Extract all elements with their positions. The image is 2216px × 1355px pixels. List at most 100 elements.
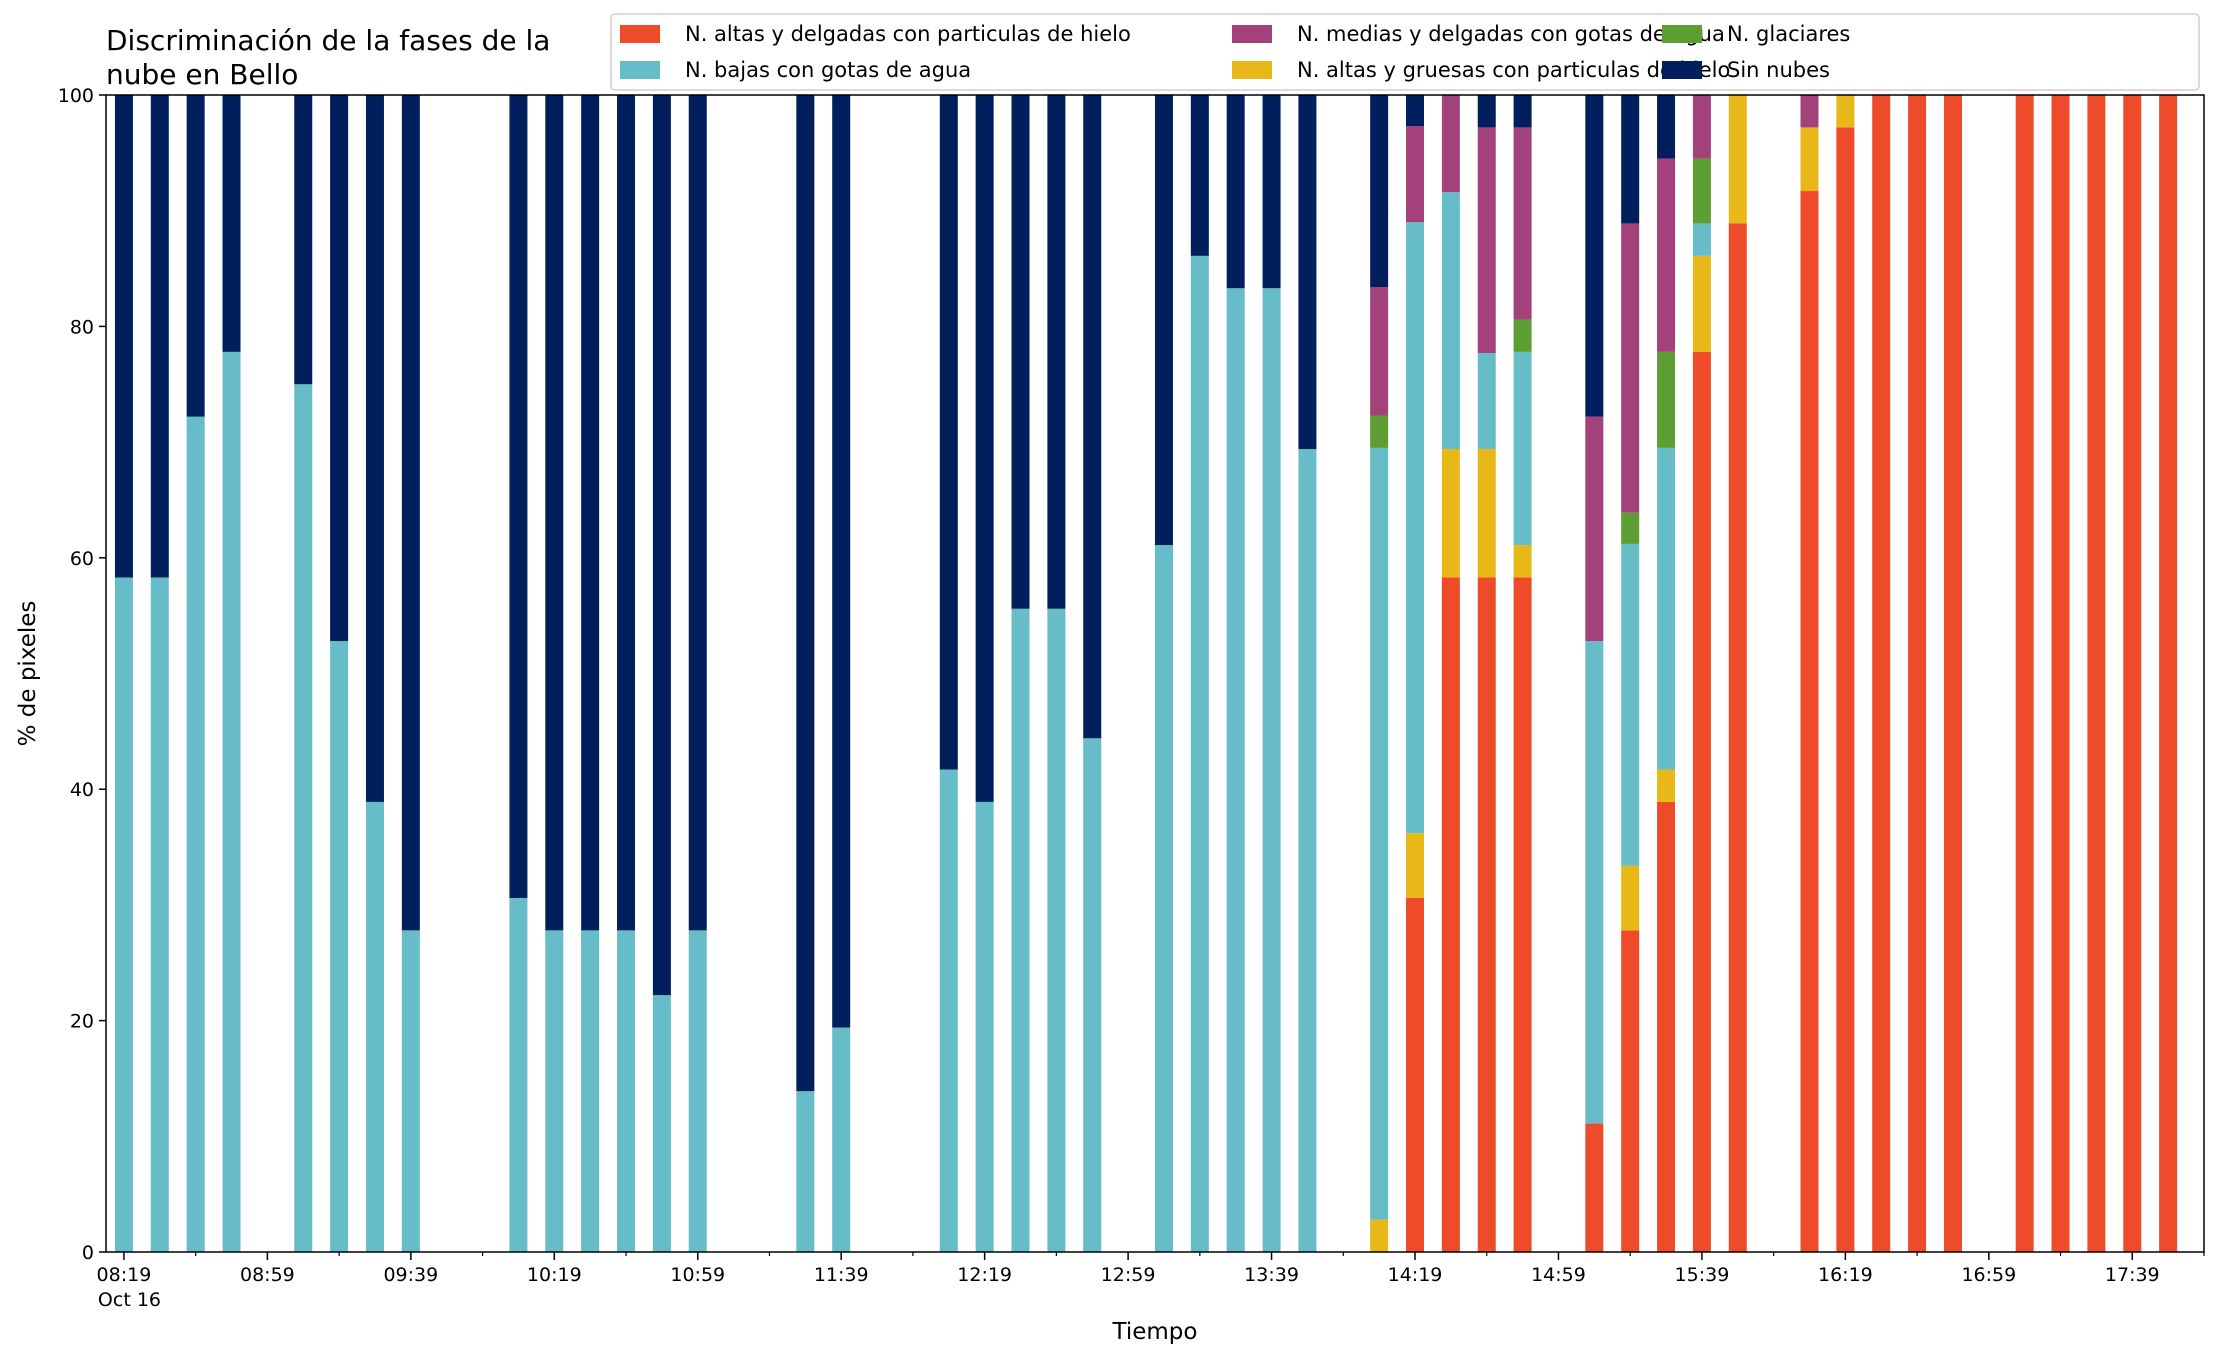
bar-segment-0939-s2 bbox=[401, 930, 420, 1252]
bar-segment-1419-s5 bbox=[1406, 95, 1425, 127]
bar-segment-1539-s1 bbox=[1692, 255, 1711, 352]
bar-segment-1609-s0 bbox=[1800, 191, 1819, 1252]
bar-segment-1209-s5 bbox=[939, 95, 958, 770]
bar-segment-1049-s5 bbox=[652, 95, 671, 996]
legend-label-3: N. glaciares bbox=[1727, 22, 1850, 46]
bar-segment-0849-s5 bbox=[222, 95, 241, 352]
bar-segment-1639-s0 bbox=[1908, 95, 1927, 1252]
x-tick-label: 11:39 bbox=[814, 1264, 869, 1286]
bar-segment-1709-s0 bbox=[2015, 95, 2034, 1252]
bar-segment-1509-s5 bbox=[1585, 95, 1604, 417]
bar-segment-1339-s2 bbox=[1262, 288, 1281, 1253]
bar-segment-0909-s2 bbox=[294, 384, 313, 1252]
bar-segment-1509-s2 bbox=[1585, 641, 1604, 1124]
chart-title-line-2: nube en Bello bbox=[106, 58, 298, 91]
x-tick-label: 09:39 bbox=[383, 1264, 438, 1286]
bar-segment-1139-s5 bbox=[832, 95, 851, 1028]
bar-segment-1049-s2 bbox=[652, 995, 671, 1252]
bar-segment-1619-s1 bbox=[1836, 95, 1855, 128]
bar-segment-1239-s5 bbox=[1047, 95, 1066, 609]
bar-segment-1439-s4 bbox=[1477, 127, 1496, 354]
bars-layer bbox=[114, 95, 2178, 1253]
bar-segment-1349-s2 bbox=[1298, 449, 1317, 1252]
bar-segment-1539-s3 bbox=[1692, 158, 1711, 224]
bar-segment-1019-s5 bbox=[545, 95, 564, 931]
bar-segment-1449-s2 bbox=[1513, 351, 1532, 546]
bar-segment-1129-s2 bbox=[796, 1091, 815, 1252]
bar-segment-1449-s3 bbox=[1513, 319, 1532, 352]
bar-segment-1249-s2 bbox=[1083, 738, 1102, 1252]
x-tick-sublabel: Oct 16 bbox=[98, 1289, 161, 1311]
bar-segment-1539-s4 bbox=[1692, 95, 1711, 159]
x-tick-label: 14:59 bbox=[1531, 1264, 1586, 1286]
bar-segment-1549-s0 bbox=[1728, 223, 1747, 1253]
bar-segment-1529-s2 bbox=[1657, 447, 1676, 770]
legend-swatch-3 bbox=[1662, 25, 1702, 43]
y-tick-label: 0 bbox=[82, 1242, 94, 1264]
bar-segment-1249-s5 bbox=[1083, 95, 1102, 739]
bar-segment-1519-s4 bbox=[1621, 223, 1640, 513]
bar-segment-1129-s5 bbox=[796, 95, 815, 1092]
bar-segment-1449-s0 bbox=[1513, 577, 1532, 1252]
x-tick-label: 16:19 bbox=[1818, 1264, 1873, 1286]
bar-segment-1519-s1 bbox=[1621, 865, 1640, 931]
bar-segment-0829-s5 bbox=[150, 95, 169, 578]
x-tick-label: 16:59 bbox=[1961, 1264, 2016, 1286]
legend-swatch-1 bbox=[1232, 61, 1272, 79]
bar-segment-1419-s1 bbox=[1406, 833, 1425, 898]
x-axis-label: Tiempo bbox=[1112, 1319, 1198, 1345]
bar-segment-1529-s5 bbox=[1657, 95, 1676, 159]
bar-segment-1009-s2 bbox=[509, 897, 528, 1252]
bar-segment-1549-s1 bbox=[1728, 95, 1747, 224]
bar-segment-0919-s5 bbox=[330, 95, 349, 642]
bar-segment-1309-s2 bbox=[1154, 545, 1173, 1252]
bar-segment-1439-s5 bbox=[1477, 95, 1496, 128]
bar-segment-1039-s2 bbox=[617, 930, 636, 1252]
bar-segment-1029-s5 bbox=[581, 95, 600, 931]
bar-segment-1629-s0 bbox=[1872, 95, 1891, 1252]
bar-segment-1539-s2 bbox=[1692, 223, 1711, 256]
bar-segment-1419-s2 bbox=[1406, 222, 1425, 834]
x-tick-label: 13:39 bbox=[1244, 1264, 1299, 1286]
bar-segment-1209-s2 bbox=[939, 769, 958, 1252]
bar-segment-1529-s4 bbox=[1657, 158, 1676, 352]
bar-segment-1419-s0 bbox=[1406, 897, 1425, 1252]
bar-segment-0909-s5 bbox=[294, 95, 313, 385]
x-tick-label: 10:19 bbox=[527, 1264, 582, 1286]
bar-segment-1059-s2 bbox=[688, 930, 707, 1252]
bar-segment-1429-s0 bbox=[1441, 577, 1460, 1252]
legend-label-2: N. bajas con gotas de agua bbox=[685, 58, 971, 82]
x-tick-label: 15:39 bbox=[1675, 1264, 1730, 1286]
bar-segment-1529-s0 bbox=[1657, 801, 1676, 1252]
bar-segment-1019-s2 bbox=[545, 930, 564, 1252]
bar-segment-1519-s0 bbox=[1621, 930, 1640, 1252]
bar-segment-1029-s2 bbox=[581, 930, 600, 1252]
bar-segment-1419-s4 bbox=[1406, 126, 1425, 223]
bar-segment-1749-s0 bbox=[2159, 95, 2178, 1252]
bar-segment-1009-s5 bbox=[509, 95, 528, 898]
y-tick-label: 20 bbox=[70, 1011, 94, 1033]
y-tick-label: 80 bbox=[70, 316, 94, 338]
bar-segment-0849-s2 bbox=[222, 351, 241, 1253]
x-tick-label: 12:19 bbox=[957, 1264, 1012, 1286]
bar-segment-1449-s1 bbox=[1513, 545, 1532, 578]
bar-segment-1239-s2 bbox=[1047, 608, 1066, 1252]
bar-segment-1719-s0 bbox=[2051, 95, 2070, 1252]
y-axis-label: % de pixeles bbox=[15, 601, 41, 747]
bar-segment-1739-s0 bbox=[2123, 95, 2142, 1252]
bar-segment-1529-s1 bbox=[1657, 769, 1676, 802]
bar-segment-1519-s2 bbox=[1621, 543, 1640, 866]
bar-segment-0839-s5 bbox=[186, 95, 205, 417]
bar-segment-1409-s1 bbox=[1370, 1219, 1389, 1252]
legend-label-0: N. altas y delgadas con particulas de hi… bbox=[685, 22, 1131, 46]
x-tick-label: 17:39 bbox=[2105, 1264, 2160, 1286]
bar-segment-1349-s5 bbox=[1298, 95, 1317, 450]
bar-segment-0939-s5 bbox=[401, 95, 420, 931]
legend-label-1: N. altas y gruesas con particulas de hie… bbox=[1297, 58, 1730, 82]
legend-swatch-2 bbox=[620, 61, 660, 79]
bar-segment-1729-s0 bbox=[2087, 95, 2106, 1252]
bar-segment-0819-s2 bbox=[114, 577, 133, 1252]
bar-segment-1509-s0 bbox=[1585, 1123, 1604, 1252]
bar-segment-1409-s5 bbox=[1370, 95, 1389, 288]
